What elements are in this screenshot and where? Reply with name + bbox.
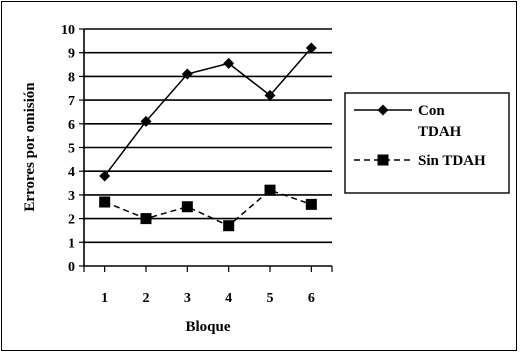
series-line (104, 47, 312, 177)
x-ticks: 1 2 3 4 5 6 (83, 266, 333, 306)
legend-marker (377, 104, 389, 116)
y-tick-label: 3 (68, 189, 75, 204)
data-point (181, 201, 193, 213)
data-point (99, 170, 111, 182)
data-point (223, 220, 235, 232)
x-tick-label: 5 (267, 291, 274, 306)
data-point (181, 68, 193, 80)
data-point (305, 198, 317, 210)
data-point (264, 89, 276, 101)
data-point (305, 42, 317, 54)
y-ticks: 0 1 2 3 4 5 6 7 8 9 10 (61, 23, 84, 275)
data-point (99, 196, 111, 208)
grid (84, 28, 332, 244)
y-tick-label: 8 (68, 70, 75, 85)
y-tick-label: 4 (68, 165, 75, 180)
y-tick-label: 2 (68, 213, 75, 228)
data-point (140, 213, 152, 225)
series-line (104, 189, 312, 227)
x-tick-label: 1 (101, 291, 108, 306)
y-tick-label: 1 (68, 236, 75, 251)
y-tick-label: 7 (68, 94, 75, 109)
y-tick-label: 0 (68, 260, 75, 275)
series-layer (99, 42, 317, 232)
legend-label: TDAH (418, 124, 462, 140)
x-tick-label: 6 (308, 291, 315, 306)
legend-label: Sin TDAH (418, 153, 486, 169)
legend: Con TDAH Sin TDAH (344, 92, 510, 194)
y-axis-label: Errores por omisión (22, 82, 38, 212)
y-tick-label: 5 (68, 142, 75, 157)
data-point (140, 115, 152, 127)
y-tick-label: 9 (68, 47, 75, 62)
data-point (264, 184, 276, 196)
x-tick-label: 4 (225, 291, 232, 306)
legend-marker (377, 154, 389, 166)
y-tick-label: 6 (68, 118, 75, 133)
data-point (223, 57, 235, 69)
x-axis-label: Bloque (185, 319, 230, 335)
y-tick-label: 10 (61, 23, 75, 38)
x-tick-label: 2 (143, 291, 150, 306)
x-tick-label: 3 (184, 291, 191, 306)
legend-label: Con (418, 103, 445, 119)
